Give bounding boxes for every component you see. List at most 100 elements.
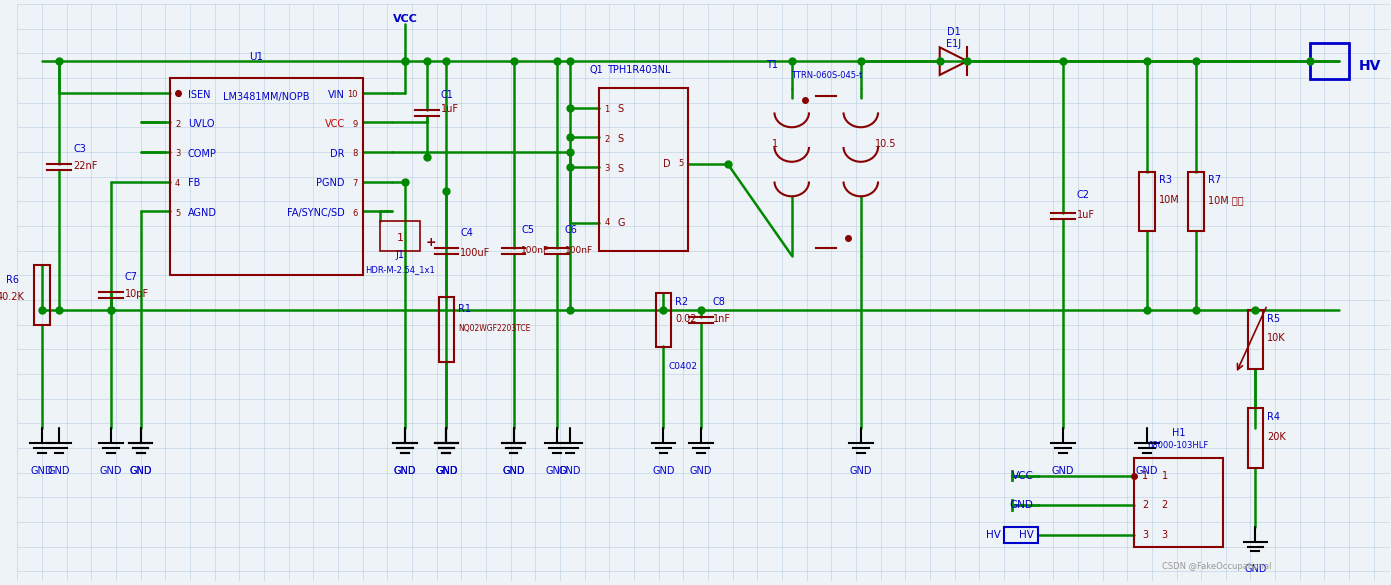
Text: 4: 4 (175, 179, 181, 188)
Bar (380, 221, 420, 250)
Text: VCC: VCC (392, 13, 417, 23)
Text: HV: HV (1018, 529, 1034, 540)
Text: R2: R2 (675, 297, 689, 307)
Text: GND: GND (1010, 500, 1034, 510)
Text: S: S (618, 105, 623, 115)
Text: 7: 7 (352, 179, 357, 188)
Text: J1: J1 (395, 250, 405, 260)
Text: 10pF: 10pF (125, 289, 149, 299)
Text: 3: 3 (175, 149, 181, 159)
Text: D: D (664, 159, 670, 168)
Text: 100nF: 100nF (522, 246, 549, 254)
Bar (438, 297, 455, 362)
Text: NQ02WGF2203TCE: NQ02WGF2203TCE (458, 325, 530, 333)
Text: VCC: VCC (1011, 470, 1034, 480)
Text: TPH1R403NL: TPH1R403NL (608, 65, 670, 75)
Text: GND: GND (690, 466, 712, 476)
Text: LM3481MM/NOPB: LM3481MM/NOPB (223, 92, 310, 102)
Text: HV: HV (986, 529, 1002, 540)
Text: 22nF: 22nF (74, 161, 97, 171)
Text: H1: H1 (1171, 428, 1185, 438)
Text: TTRN-060S-045-t: TTRN-060S-045-t (790, 71, 862, 80)
Text: VCC: VCC (324, 119, 345, 129)
Text: 100uF: 100uF (460, 247, 491, 257)
Text: GND: GND (435, 466, 458, 476)
Text: 1: 1 (1142, 470, 1148, 480)
Bar (33, 266, 50, 325)
Text: 1: 1 (772, 139, 778, 149)
Text: VIN: VIN (328, 90, 345, 99)
Text: DR: DR (330, 149, 345, 159)
Text: 1: 1 (604, 105, 609, 114)
Text: R5: R5 (1267, 314, 1280, 324)
Text: 1: 1 (396, 233, 403, 243)
Text: 5: 5 (679, 159, 683, 168)
Text: 2: 2 (1161, 500, 1168, 510)
Text: GND: GND (435, 466, 458, 476)
Text: 8: 8 (352, 149, 357, 159)
Text: CSDN @FakeOccupational: CSDN @FakeOccupational (1161, 562, 1271, 571)
Text: 2: 2 (175, 120, 181, 129)
Text: AGND: AGND (188, 208, 217, 218)
Text: 10: 10 (348, 90, 357, 99)
Bar (1139, 171, 1155, 231)
Text: 1uF: 1uF (1077, 210, 1095, 220)
Text: HV: HV (1359, 59, 1381, 73)
Text: C1: C1 (441, 90, 453, 99)
Text: 20K: 20K (1267, 432, 1287, 442)
Text: S: S (618, 134, 623, 144)
Text: GND: GND (394, 466, 416, 476)
Text: 2: 2 (1142, 500, 1148, 510)
Text: 6: 6 (352, 209, 357, 218)
Text: 40.2K: 40.2K (0, 292, 24, 302)
Text: 3: 3 (1161, 529, 1168, 540)
Text: +: + (426, 236, 435, 249)
Text: 3: 3 (1142, 529, 1148, 540)
Bar (1248, 310, 1263, 369)
Text: 1: 1 (175, 90, 181, 99)
Text: GND: GND (559, 466, 581, 476)
Text: C4: C4 (460, 228, 473, 238)
Text: GND: GND (435, 466, 458, 476)
Text: 4: 4 (604, 218, 609, 228)
Text: 2: 2 (604, 135, 609, 143)
Bar (1188, 171, 1205, 231)
Text: HDR-M-2.54_1x1: HDR-M-2.54_1x1 (366, 265, 435, 274)
Text: GND: GND (129, 466, 152, 476)
Text: 10K: 10K (1267, 333, 1285, 343)
Text: GND: GND (502, 466, 524, 476)
Text: C7: C7 (125, 272, 138, 282)
Text: C2: C2 (1077, 190, 1091, 200)
Text: 3: 3 (604, 164, 609, 173)
Text: Q1: Q1 (590, 65, 604, 75)
Text: UVLO: UVLO (188, 119, 214, 129)
Bar (655, 292, 672, 347)
Text: COMP: COMP (188, 149, 217, 159)
Text: GND: GND (129, 466, 152, 476)
Text: 1nF: 1nF (712, 314, 730, 324)
Text: PGND: PGND (316, 178, 345, 188)
Bar (170, 78, 363, 275)
Text: GND: GND (502, 466, 524, 476)
Text: C6: C6 (565, 225, 577, 235)
Text: GND: GND (47, 466, 70, 476)
Text: GND: GND (394, 466, 416, 476)
Text: C8: C8 (712, 297, 726, 307)
Bar (1004, 527, 1038, 543)
Text: FA/SYNC/SD: FA/SYNC/SD (287, 208, 345, 218)
Text: U1: U1 (249, 52, 263, 62)
Text: GND: GND (850, 466, 872, 476)
Text: G: G (618, 218, 625, 228)
Text: GND: GND (545, 466, 568, 476)
Text: R7: R7 (1207, 176, 1221, 185)
Text: R4: R4 (1267, 412, 1280, 422)
Bar (600, 88, 689, 250)
Text: C3: C3 (74, 144, 86, 154)
Text: T1: T1 (766, 60, 778, 70)
Text: R6: R6 (6, 275, 19, 285)
Text: 10M 去掉: 10M 去掉 (1207, 195, 1244, 205)
Text: R1: R1 (458, 304, 472, 314)
Text: 68000-103HLF: 68000-103HLF (1148, 441, 1209, 450)
Text: 100nF: 100nF (565, 246, 593, 254)
Text: D1: D1 (947, 27, 960, 37)
